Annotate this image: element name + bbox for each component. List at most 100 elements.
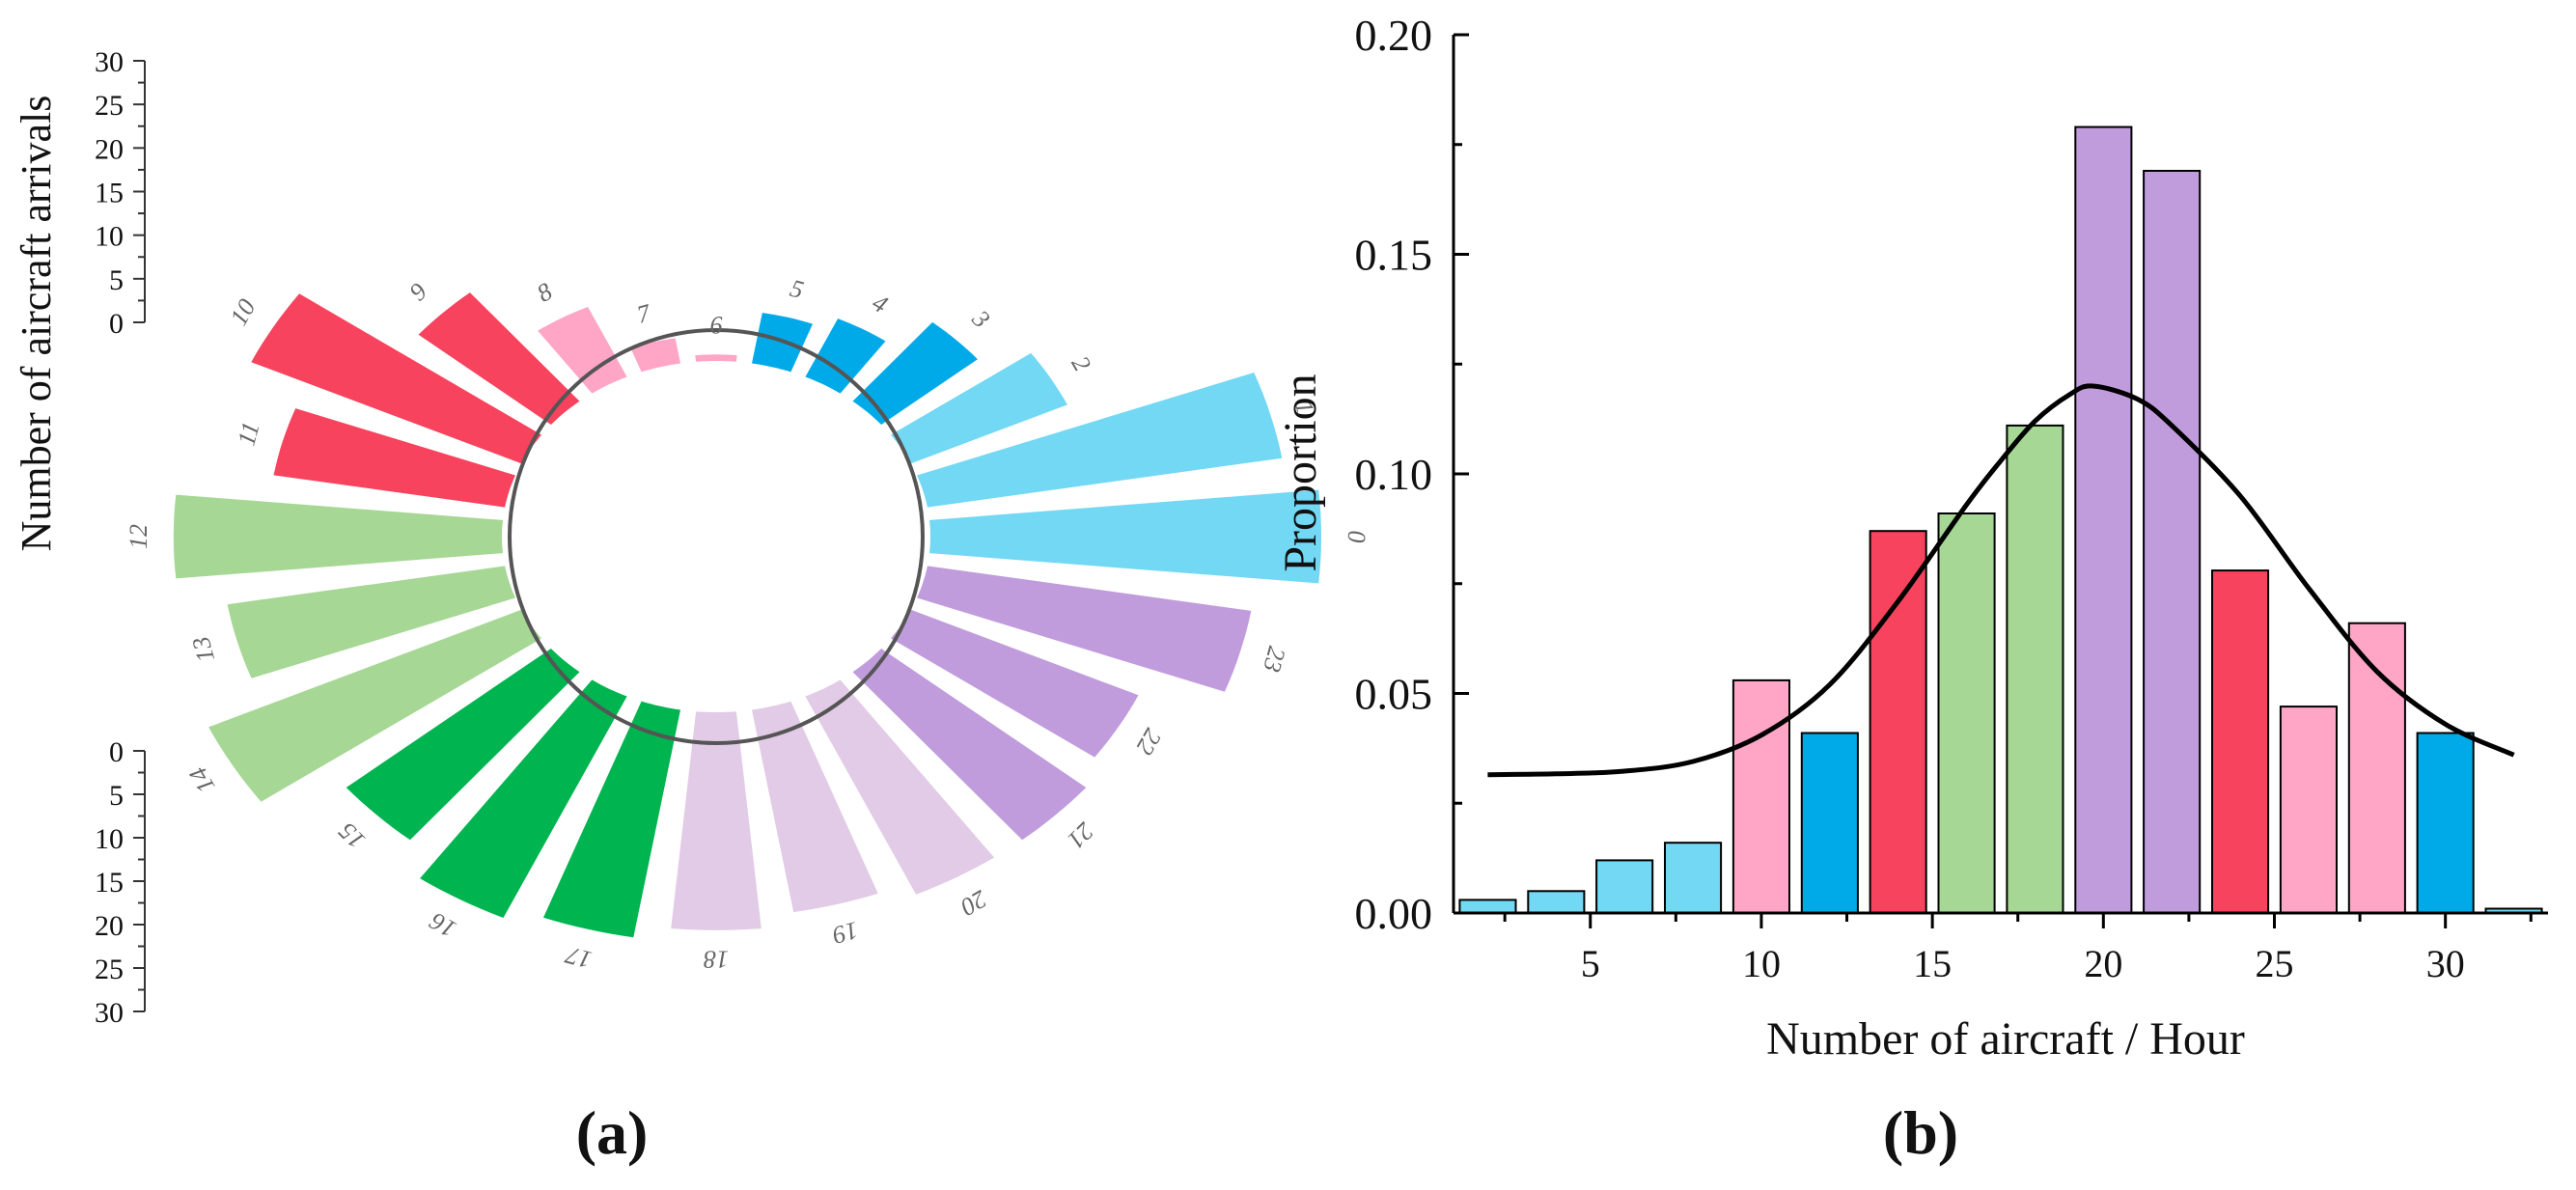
histogram-bar [1458, 899, 1517, 915]
histogram-bar [1731, 678, 1791, 915]
radial-scale-label: 15 [95, 178, 124, 209]
histogram-bar [1937, 512, 1996, 914]
radial-scale-label: 5 [109, 264, 124, 296]
histogram-bar [2279, 706, 2338, 914]
panel-a-label: (a) [576, 1098, 649, 1167]
histogram-bar [2006, 424, 2064, 914]
y-tick-label: 0.00 [1355, 889, 1433, 938]
x-tick-label: 30 [2426, 942, 2465, 985]
radial-hour-label: 19 [830, 916, 862, 950]
radial-scale-top: 0 5 10 15 20 25 30 [95, 46, 146, 340]
radial-hour-label: 2 [1066, 351, 1096, 376]
radial-hour-label: 16 [425, 907, 460, 944]
radial-scale-label: 0 [109, 736, 124, 768]
radial-scale-bottom: 0 5 10 15 20 25 30 [95, 736, 146, 1029]
radial-bar-13 [227, 566, 515, 678]
radial-inner-circle [508, 328, 925, 745]
x-tick-label: 5 [1581, 942, 1600, 985]
radial-hour-label: 5 [788, 274, 807, 304]
radial-bar-10 [251, 293, 541, 464]
radial-hour-label: 8 [532, 277, 557, 308]
radial-bar-19 [752, 701, 878, 913]
radial-bar-11 [273, 408, 515, 508]
radial-bar-3 [852, 321, 978, 425]
panel-b-label: (b) [1883, 1098, 1958, 1167]
radial-hour-label: 7 [634, 298, 654, 329]
radial-bar-17 [543, 701, 680, 938]
radial-hour-label: 18 [704, 946, 729, 974]
histogram-bar [2416, 732, 2475, 914]
histogram-bar [2143, 170, 2202, 914]
radial-hour-label: 9 [403, 278, 432, 307]
radial-hour-label: 10 [224, 294, 261, 330]
x-tick-label: 10 [1742, 942, 1781, 985]
histogram-bar [1869, 530, 1927, 914]
radial-scale-label: 25 [95, 954, 124, 985]
histogram-chart: 0.00 0.05 0.10 0.15 0.20 5 10 15 20 25 30 Number o… [1275, 11, 2548, 1065]
radial-bar-0 [929, 489, 1321, 584]
radial-hour-label: 14 [183, 762, 220, 798]
radial-bar-1 [917, 373, 1283, 508]
radial-bar-15 [346, 649, 580, 841]
histogram-bar [1595, 859, 1654, 915]
histogram-x-axis-label: Number of aircraft / Hour [1766, 1013, 2245, 1065]
radial-hour-label: 4 [868, 289, 893, 319]
histogram-bar [1800, 732, 1859, 914]
radial-scale-label: 0 [109, 308, 124, 340]
radial-y-axis-label: Number of aircraft arrivals [13, 96, 60, 552]
radial-hour-label: 11 [232, 419, 264, 449]
radial-bar-8 [538, 307, 627, 394]
radial-hour-label: 0 [1343, 531, 1371, 543]
histogram-bar [1664, 842, 1723, 915]
radial-scale-label: 15 [95, 867, 124, 899]
x-tick-label: 20 [2084, 942, 2122, 985]
radial-bar-4 [805, 318, 886, 394]
radial-hour-label: 3 [966, 304, 995, 333]
radial-hour-label: 17 [562, 941, 595, 975]
histogram-y-axis-label: Proportion [1275, 374, 1326, 571]
histogram-bars [1458, 125, 2543, 915]
histogram-axes: 0.00 0.05 0.10 0.15 0.20 5 10 15 20 25 30 [1355, 11, 2548, 985]
radial-bar-21 [852, 649, 1087, 841]
radial-scale-label: 5 [109, 780, 124, 812]
y-tick-label: 0.15 [1355, 231, 1433, 280]
radial-scale-label: 20 [95, 133, 124, 165]
radial-bar-2 [891, 352, 1067, 464]
fit-curve [1487, 383, 2515, 778]
radial-bar-18 [671, 711, 762, 930]
radial-hour-label: 21 [1062, 816, 1099, 854]
radial-bar-23 [917, 566, 1252, 692]
radial-scale-label: 30 [95, 997, 124, 1029]
radial-hour-label: 23 [1258, 644, 1291, 676]
y-tick-label: 0.05 [1355, 670, 1433, 719]
radial-hour-label: 22 [1130, 724, 1167, 760]
radial-bar-22 [891, 609, 1139, 758]
histogram-bar [2211, 569, 2270, 914]
y-tick-label: 0.20 [1355, 11, 1433, 60]
radial-hour-label: 20 [956, 885, 991, 922]
radial-bar-7 [630, 338, 680, 373]
radial-bar-6 [695, 354, 737, 362]
radial-scale-label: 20 [95, 910, 124, 942]
radial-bar-9 [418, 292, 580, 425]
y-tick-label: 0.10 [1355, 450, 1433, 499]
radial-scale-label: 25 [95, 90, 124, 122]
radial-scale-label: 10 [95, 823, 124, 855]
x-tick-label: 15 [1913, 942, 1952, 985]
histogram-bar [2347, 622, 2406, 914]
radial-bars [173, 292, 1321, 938]
radial-hour-label: 6 [710, 311, 723, 339]
histogram-bar [1527, 890, 1586, 915]
radial-bar-12 [173, 494, 504, 579]
radial-bar-16 [420, 679, 627, 918]
radial-bar-14 [208, 609, 541, 802]
radial-scale-label: 30 [95, 46, 124, 78]
histogram-bar [2074, 125, 2133, 915]
radial-hour-label: 13 [186, 634, 220, 666]
radial-bar-20 [805, 679, 995, 895]
x-tick-label: 25 [2256, 942, 2294, 985]
radial-hour-label: 12 [125, 524, 152, 549]
radial-scale-label: 10 [95, 221, 124, 253]
